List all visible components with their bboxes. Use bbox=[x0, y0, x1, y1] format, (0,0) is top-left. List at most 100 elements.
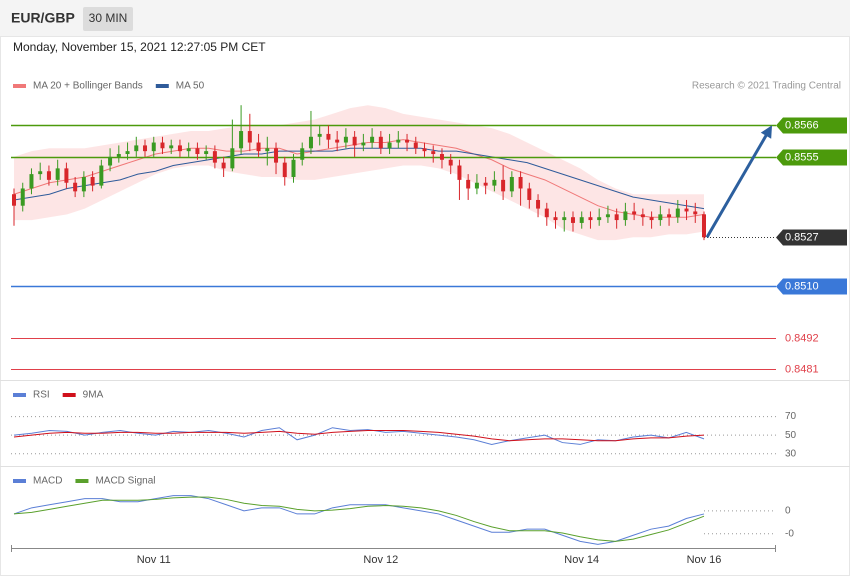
candle-body bbox=[177, 145, 182, 152]
candle-body bbox=[396, 139, 401, 143]
candle-body bbox=[702, 214, 706, 238]
candle-body bbox=[605, 214, 610, 218]
legend-label: MACD Signal bbox=[95, 476, 155, 487]
candle-body bbox=[308, 136, 313, 149]
candle-body bbox=[186, 148, 191, 152]
candle-body bbox=[151, 142, 156, 152]
candle-body bbox=[73, 182, 78, 192]
x-tick-label: Nov 12 bbox=[363, 554, 398, 566]
candle-body bbox=[291, 159, 296, 177]
candle-body bbox=[501, 179, 506, 192]
y-tick-label: -0 bbox=[785, 528, 794, 539]
candle-body bbox=[457, 165, 462, 180]
y-tick-label: 0 bbox=[785, 506, 791, 517]
candle-body bbox=[282, 162, 287, 177]
legend-swatch bbox=[75, 479, 89, 483]
legend-swatch bbox=[13, 84, 26, 88]
candle-body bbox=[274, 148, 279, 163]
credit: Research © 2021 Trading Central bbox=[692, 81, 841, 92]
forecast-arrow bbox=[705, 131, 770, 239]
candle-body bbox=[247, 131, 252, 143]
datetime: Monday, November 15, 2021 12:27:05 PM CE… bbox=[13, 40, 266, 54]
level-tag bbox=[776, 229, 847, 246]
candle-body bbox=[46, 171, 51, 180]
candle-body bbox=[658, 214, 663, 221]
candle-body bbox=[684, 208, 689, 212]
level-label: 0.8566 bbox=[785, 119, 819, 131]
candle-body bbox=[195, 148, 200, 155]
ma20-line bbox=[13, 139, 705, 218]
candle-body bbox=[265, 148, 270, 152]
symbol: EUR/GBP bbox=[11, 10, 75, 26]
candle-body bbox=[64, 168, 69, 183]
candle-body bbox=[20, 188, 25, 206]
candle-body bbox=[422, 148, 427, 152]
candle-body bbox=[588, 217, 593, 221]
forecast-arrowhead bbox=[760, 125, 772, 139]
candle-body bbox=[160, 142, 165, 149]
candle-body bbox=[12, 194, 16, 206]
level-label: 0.8481 bbox=[785, 363, 819, 375]
level-label: 0.8555 bbox=[785, 151, 819, 163]
candle-body bbox=[431, 151, 436, 155]
candle-body bbox=[474, 182, 479, 189]
candle-body bbox=[570, 217, 575, 223]
level-label: 0.8492 bbox=[785, 332, 819, 344]
candle-body bbox=[527, 188, 532, 200]
candle-body bbox=[326, 133, 331, 140]
level-tag bbox=[776, 149, 847, 166]
indicator-line bbox=[13, 495, 705, 545]
candle-body bbox=[221, 162, 226, 169]
candle-body bbox=[693, 211, 698, 215]
candle-body bbox=[317, 133, 322, 137]
candle-body bbox=[623, 211, 628, 221]
candle-body bbox=[536, 199, 541, 209]
candle-body bbox=[81, 176, 86, 192]
indicator-line bbox=[13, 496, 705, 542]
legend-swatch bbox=[13, 479, 26, 483]
candle-body bbox=[562, 217, 567, 221]
candle-body bbox=[597, 217, 602, 221]
candle-body bbox=[649, 217, 654, 221]
candle-body bbox=[239, 131, 244, 149]
candle-body bbox=[483, 182, 488, 186]
legend-swatch bbox=[155, 84, 169, 88]
candle-body bbox=[300, 148, 305, 160]
candle-body bbox=[439, 154, 444, 160]
candle-body bbox=[335, 139, 340, 143]
legend-label: MA 50 bbox=[176, 81, 205, 92]
candle-body bbox=[675, 208, 680, 218]
candle-body bbox=[343, 136, 348, 143]
candle-body bbox=[509, 176, 514, 192]
candle-body bbox=[361, 142, 366, 146]
candle-body bbox=[90, 176, 95, 186]
candle-body bbox=[169, 145, 174, 149]
level-tag bbox=[776, 278, 847, 295]
candle-body bbox=[55, 168, 60, 180]
candle-body bbox=[230, 148, 235, 169]
candle-body bbox=[143, 145, 148, 152]
level-label: 0.8527 bbox=[785, 231, 819, 243]
ma50-line bbox=[13, 147, 705, 210]
candle-body bbox=[212, 151, 217, 163]
candle-body bbox=[370, 136, 375, 143]
x-tick-label: Nov 16 bbox=[687, 554, 722, 566]
candle-body bbox=[38, 171, 43, 175]
candle-body bbox=[116, 154, 121, 157]
interval-box bbox=[83, 7, 133, 31]
candle-body bbox=[492, 179, 497, 186]
x-tick-label: Nov 11 bbox=[137, 554, 171, 566]
x-tick-label: Nov 14 bbox=[564, 554, 599, 566]
candle-body bbox=[378, 136, 383, 149]
indicator-line bbox=[13, 427, 705, 445]
candle-body bbox=[667, 214, 672, 218]
candle-body bbox=[99, 165, 104, 186]
candle-body bbox=[204, 151, 209, 155]
candle-body bbox=[134, 145, 139, 152]
candle-body bbox=[640, 214, 645, 218]
candle-body bbox=[108, 156, 113, 166]
legend-label: 9MA bbox=[83, 390, 104, 401]
y-tick-label: 70 bbox=[785, 411, 797, 422]
y-tick-label: 30 bbox=[785, 448, 797, 459]
